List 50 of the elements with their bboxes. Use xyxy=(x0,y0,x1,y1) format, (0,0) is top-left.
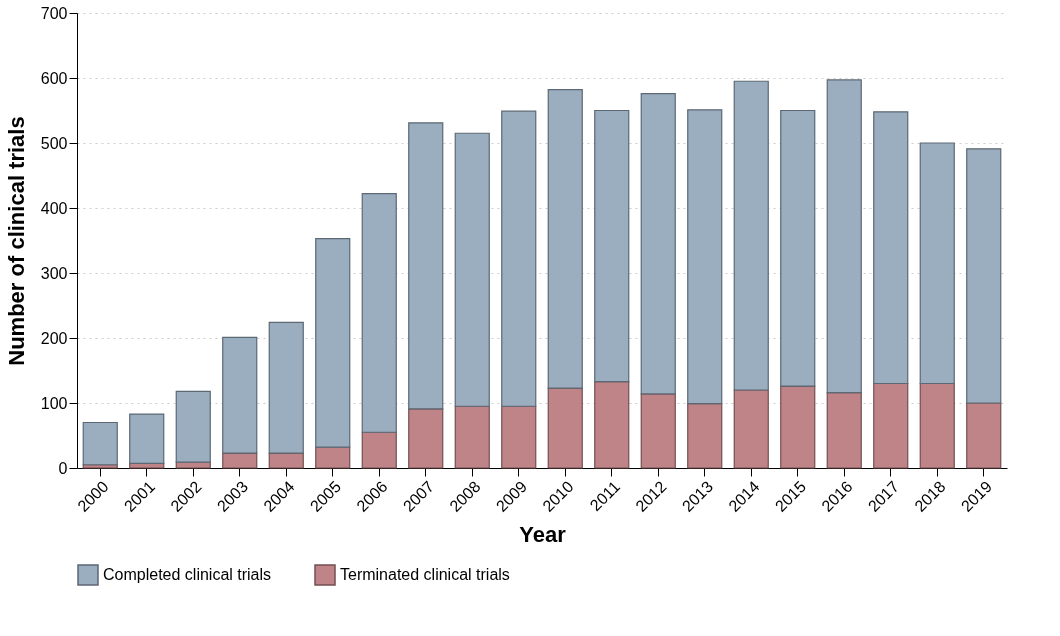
bar xyxy=(408,408,444,469)
bar xyxy=(873,111,909,385)
y-tick-label: 500 xyxy=(40,134,68,152)
bar xyxy=(361,193,397,433)
y-tick-label: 700 xyxy=(40,4,68,22)
bar xyxy=(780,109,816,387)
bar xyxy=(222,452,258,469)
y-tick-label: 300 xyxy=(40,264,68,282)
bar xyxy=(919,142,955,385)
bar xyxy=(687,109,723,405)
bar xyxy=(594,380,630,469)
bar xyxy=(826,79,862,394)
bar xyxy=(826,392,862,469)
bar xyxy=(268,452,304,469)
bar xyxy=(82,464,118,469)
y-tick-label: 0 xyxy=(58,459,68,477)
bar xyxy=(966,402,1002,469)
bar xyxy=(594,109,630,383)
bar xyxy=(547,387,583,469)
bar xyxy=(361,431,397,469)
bar xyxy=(82,421,118,466)
bar xyxy=(454,405,490,469)
bar xyxy=(547,89,583,389)
legend-label: Terminated clinical trials xyxy=(340,566,510,583)
bar xyxy=(966,148,1002,404)
x-axis-title: Year xyxy=(519,521,567,547)
bar xyxy=(873,382,909,469)
bar xyxy=(640,93,676,395)
bar xyxy=(780,385,816,469)
bar xyxy=(733,80,769,391)
bar xyxy=(733,389,769,469)
bar xyxy=(501,405,537,469)
y-tick-label: 400 xyxy=(40,199,68,217)
y-axis-title: Number of clinical trials xyxy=(3,116,29,366)
bar xyxy=(129,413,165,465)
bar xyxy=(268,321,304,454)
y-tick-label: 200 xyxy=(40,329,68,347)
bar xyxy=(408,122,444,410)
legend-label: Completed clinical trials xyxy=(103,566,272,583)
bar xyxy=(315,446,351,469)
y-tick-label: 100 xyxy=(40,394,68,412)
bar xyxy=(175,390,211,463)
bar xyxy=(640,393,676,469)
bar xyxy=(315,237,351,448)
bar xyxy=(501,110,537,407)
bar xyxy=(687,403,723,469)
bar xyxy=(454,132,490,407)
bar xyxy=(222,336,258,454)
y-tick-label: 600 xyxy=(40,69,68,87)
bar xyxy=(919,382,955,469)
